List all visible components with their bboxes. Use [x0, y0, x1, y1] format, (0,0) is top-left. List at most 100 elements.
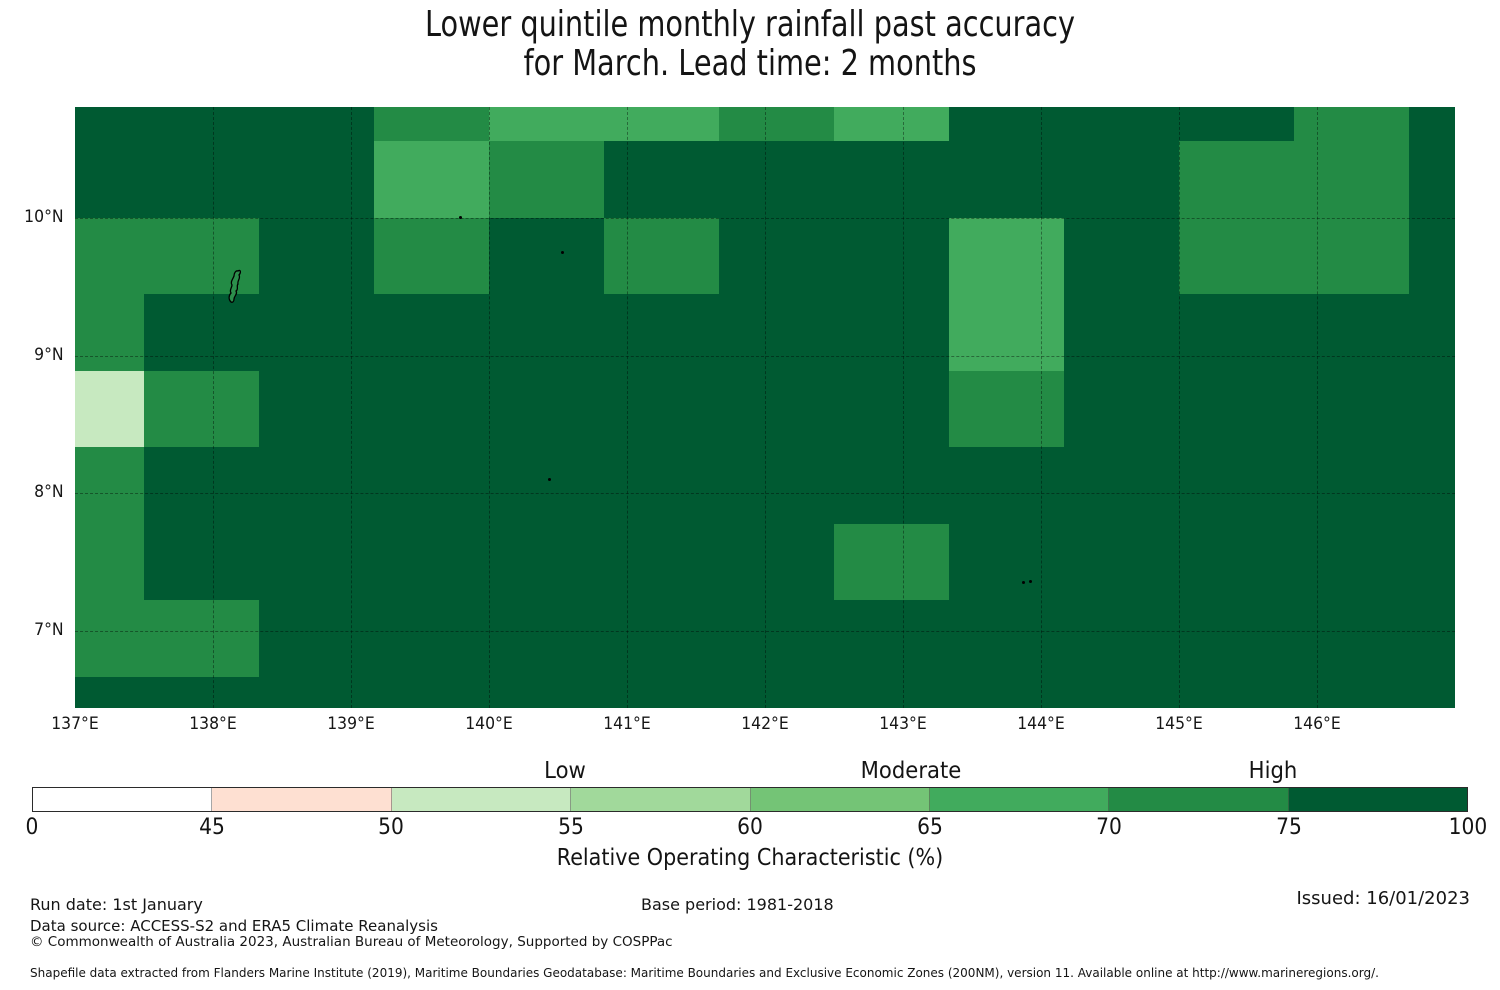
map-cell	[374, 600, 489, 677]
map-cell	[603, 370, 720, 448]
colorbar-tick-label: 45	[198, 815, 225, 840]
map-cell	[1064, 676, 1179, 708]
map-cell	[1293, 676, 1410, 708]
map-cell	[258, 447, 375, 524]
map-cell	[1179, 217, 1294, 295]
x-tick-label: 140°E	[465, 714, 513, 734]
map-cell	[1409, 217, 1455, 295]
map-cell	[1293, 447, 1410, 524]
map-cell	[948, 676, 1065, 708]
map-cell	[948, 107, 1065, 142]
x-tick-label: 144°E	[1017, 714, 1065, 734]
map-cell	[603, 217, 720, 295]
map-cell	[75, 676, 144, 708]
y-tick-label: 9°N	[34, 344, 64, 365]
islet-dot	[459, 216, 462, 219]
map-cell	[489, 217, 604, 295]
map-cell	[834, 600, 949, 677]
colorbar-segment	[1288, 788, 1467, 811]
map-cell	[719, 141, 834, 218]
map-cell	[948, 523, 1065, 601]
map-cell	[834, 370, 949, 448]
map-cell	[1409, 294, 1455, 371]
graticule-meridian	[903, 107, 904, 708]
footer-issued: Issued: 16/01/2023	[1296, 888, 1470, 909]
map-cell	[603, 447, 720, 524]
islet-dot	[548, 478, 551, 481]
y-tick-label: 10°N	[24, 206, 64, 227]
map-cell	[1409, 370, 1455, 448]
map-cell	[144, 447, 259, 524]
map-cell	[1064, 294, 1179, 371]
map-cell	[1064, 141, 1179, 218]
map-cell	[1064, 523, 1179, 601]
map-cell	[1064, 600, 1179, 677]
x-tick-label: 138°E	[189, 714, 237, 734]
map-cell	[258, 370, 375, 448]
map-cell	[1179, 370, 1294, 448]
colorbar-band-label-low: Low	[543, 758, 586, 784]
yap-island-icon	[228, 269, 242, 303]
map-cell	[489, 600, 604, 677]
map-cell	[719, 676, 834, 708]
map-cell	[1293, 141, 1410, 218]
graticule-meridian	[765, 107, 766, 708]
map-cell	[75, 370, 144, 448]
map-cell	[75, 141, 144, 218]
graticule-parallel	[75, 355, 1455, 357]
graticule-meridian	[627, 107, 628, 708]
graticule-meridian	[351, 107, 352, 708]
colorbar-tick-label: 70	[1096, 815, 1122, 840]
colorbar-segment	[571, 788, 751, 811]
graticule-meridian	[1179, 107, 1180, 708]
colorbar-band-label-moderate: Moderate	[860, 758, 962, 784]
map-cell	[1293, 217, 1410, 295]
map-cell	[603, 141, 720, 218]
footer-base-period: Base period: 1981-2018	[641, 895, 834, 914]
map-cell	[719, 217, 834, 295]
map-cell	[144, 107, 259, 142]
map-cell	[1293, 370, 1410, 448]
map-cell	[75, 294, 144, 371]
footer-copyright: © Commonwealth of Australia 2023, Austra…	[30, 934, 673, 950]
map-cell	[144, 523, 259, 601]
colorbar-tick-label: 0	[25, 815, 39, 840]
footer-data-source: Data source: ACCESS-S2 and ERA5 Climate …	[30, 917, 438, 935]
map-cell	[948, 370, 1065, 448]
map-cell	[374, 107, 489, 142]
colorbar-tick-label: 65	[916, 815, 943, 840]
colorbar-tick-label: 60	[737, 815, 763, 840]
map-cell	[75, 523, 144, 601]
islet-dot	[1029, 580, 1032, 583]
map-cell	[374, 141, 489, 218]
page-title-line1: Lower quintile monthly rainfall past acc…	[424, 4, 1076, 45]
map-cell	[603, 294, 720, 371]
map-cell	[948, 141, 1065, 218]
map-cell	[1409, 676, 1455, 708]
colorbar-tick-label: 50	[378, 815, 404, 840]
footer-run-date: Run date: 1st January	[30, 895, 203, 914]
map-cell	[834, 217, 949, 295]
map-cell	[948, 217, 1065, 295]
map-cell	[603, 600, 720, 677]
map-cell	[1293, 523, 1410, 601]
graticule-meridian	[489, 107, 490, 708]
map-cell	[948, 294, 1065, 371]
map-cell	[258, 107, 375, 142]
map-cell	[258, 676, 375, 708]
map-cell	[719, 370, 834, 448]
map-cell	[834, 141, 949, 218]
map-cell	[1409, 447, 1455, 524]
map-cell	[1293, 107, 1410, 142]
map-cell	[1179, 676, 1294, 708]
map-cell	[258, 217, 375, 295]
graticule-meridian	[1317, 107, 1318, 708]
islet-dot	[561, 251, 564, 254]
colorbar-segment	[391, 788, 572, 811]
map-cell	[144, 600, 259, 677]
map-cell	[1179, 447, 1294, 524]
x-tick-label: 145°E	[1155, 714, 1203, 734]
map-cell	[1409, 600, 1455, 677]
map-cell	[948, 447, 1065, 524]
